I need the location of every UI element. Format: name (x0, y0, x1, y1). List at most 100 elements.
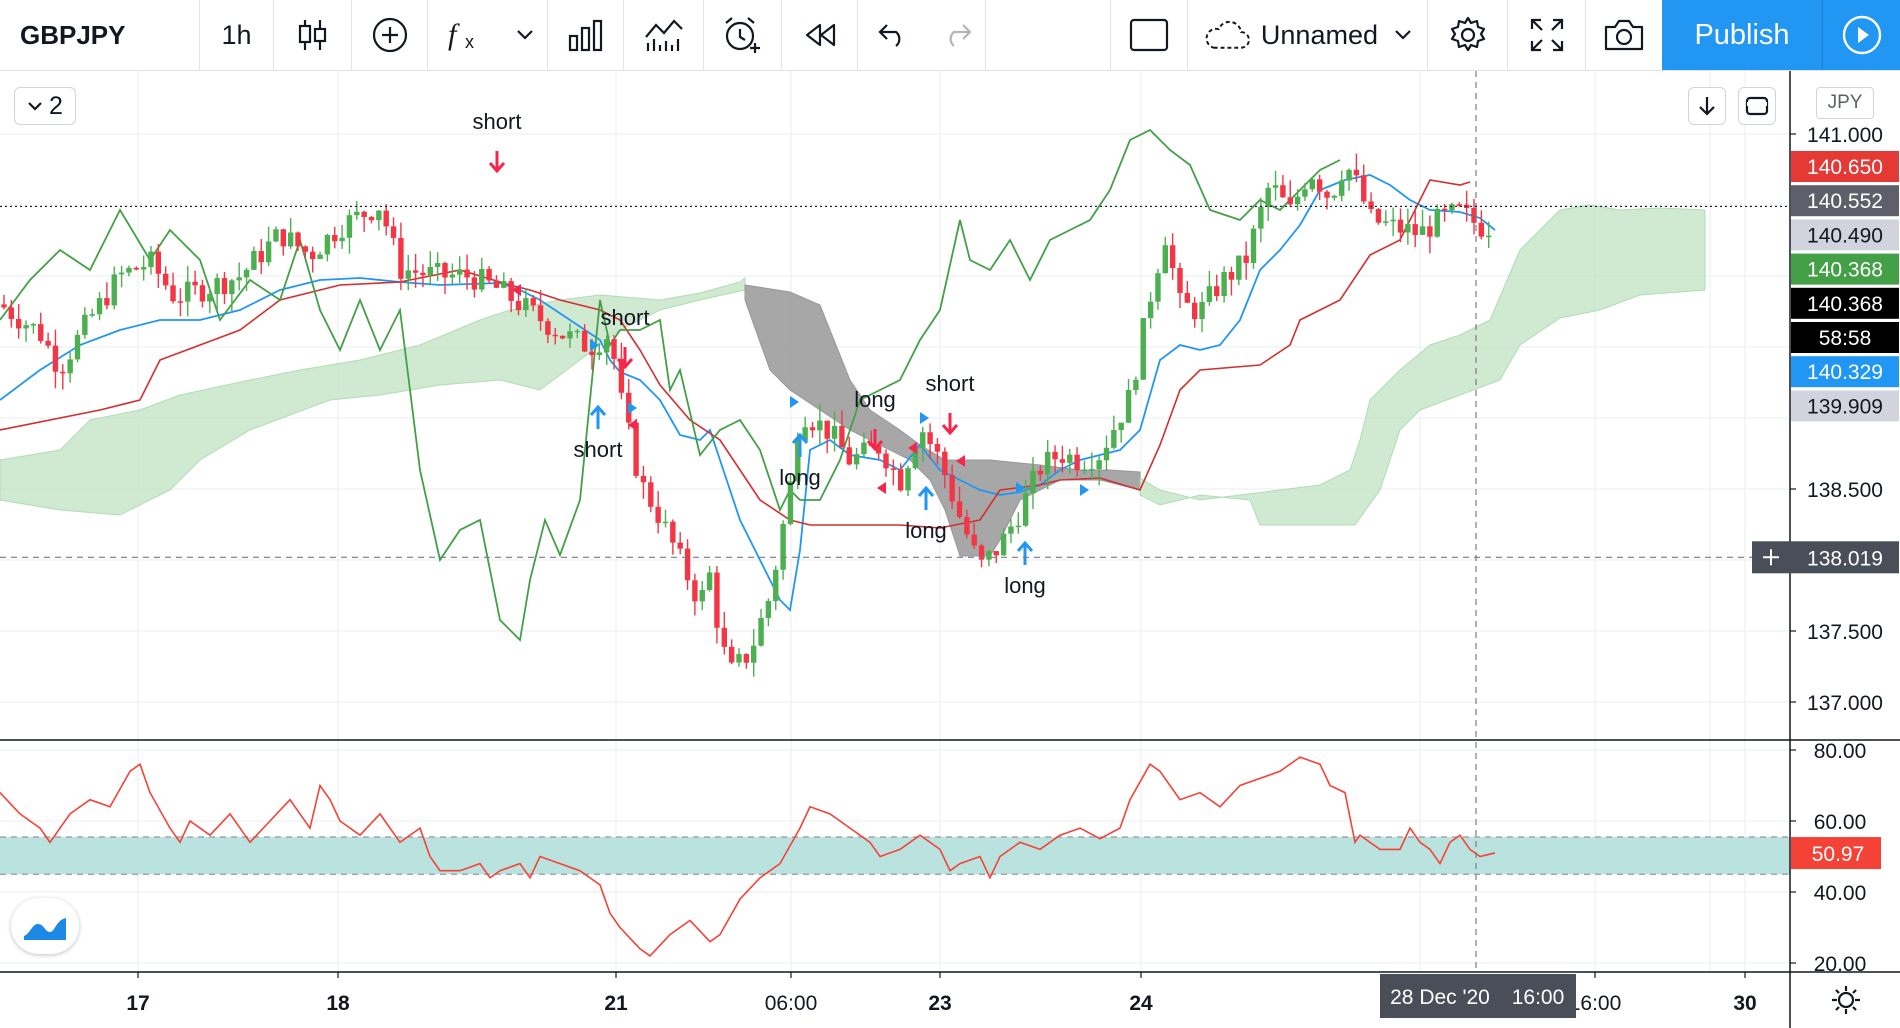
candle-body (383, 210, 389, 227)
candle-body (706, 572, 713, 590)
candle-body (1309, 179, 1315, 190)
crosshair-time-label: 16:00 (1512, 986, 1565, 1009)
candle-body (214, 278, 220, 295)
candle-body (89, 314, 95, 316)
layout-button[interactable] (1110, 0, 1188, 70)
replay-button[interactable] (782, 0, 858, 70)
bars-icon (568, 19, 602, 52)
entry-marker-long (628, 402, 637, 414)
candle-body (1081, 469, 1088, 471)
candle-body (177, 301, 184, 303)
candle-body (199, 285, 206, 302)
crosshair-plus-icon (1763, 549, 1779, 566)
templates-button[interactable] (624, 0, 704, 70)
candle-body (82, 314, 88, 335)
candle-body (1434, 208, 1440, 237)
candle-body (405, 270, 411, 279)
candle-body (1206, 286, 1213, 302)
settings-icon (1450, 16, 1485, 52)
candle-body (596, 352, 603, 356)
candle-body (1346, 169, 1352, 181)
price-candles (1, 153, 1492, 677)
time-tick-label: 06:00 (765, 992, 818, 1015)
indicators-add-button[interactable] (352, 0, 428, 70)
indicators-dropdown[interactable] (502, 0, 548, 70)
signal-long-label: long (1004, 573, 1046, 598)
candle-body (508, 281, 514, 301)
candle-body (1169, 245, 1176, 268)
candle-body (302, 246, 309, 252)
candle-body (332, 235, 338, 242)
tradingview-logo[interactable] (11, 898, 79, 954)
time-tick-label: 21 (604, 992, 628, 1015)
replay-play-button[interactable] (1822, 0, 1900, 70)
signal-long-label: long (779, 465, 821, 490)
candle-body (758, 617, 764, 646)
price-badge (1791, 390, 1899, 422)
rsi-tick-label: 60.00 (1814, 811, 1867, 834)
candle-body (1368, 201, 1374, 210)
chart-style-button[interactable] (274, 0, 352, 70)
signal-long-label: short (574, 437, 623, 462)
candle-body (45, 340, 51, 346)
timezone-settings-button[interactable] (1826, 980, 1866, 1020)
scroll-to-latest-button[interactable] (1688, 87, 1726, 125)
candle-body (1250, 228, 1257, 263)
rsi-value-box (1791, 837, 1881, 870)
fullscreen-button[interactable] (1508, 0, 1586, 70)
price-badge-label: 140.329 (1807, 361, 1883, 384)
signal-long-arrow (1016, 540, 1034, 565)
candle-body (728, 646, 735, 663)
signal-long-label: long (905, 518, 947, 543)
candle-body (155, 251, 162, 274)
compare-button[interactable] (548, 0, 624, 70)
maximize-pane-button[interactable] (1738, 87, 1776, 125)
candle-body (30, 324, 37, 326)
candle-body (317, 254, 323, 260)
chart-canvas[interactable]: short short long short short long long long 141… (0, 71, 1900, 1028)
candle-body (581, 330, 588, 352)
candle-body (111, 274, 117, 306)
candle-body (1405, 224, 1411, 233)
candle-body (140, 267, 147, 270)
candle-body (677, 542, 683, 549)
interval-button[interactable]: 1h (200, 0, 274, 70)
candle-body (721, 627, 727, 647)
svg-text:x: x (465, 32, 474, 52)
legend-collapse-button[interactable]: 2 (14, 87, 76, 125)
candle-body (1236, 255, 1242, 280)
candle-body (464, 269, 470, 278)
ichimoku-cloud (0, 204, 1706, 557)
candle-body (817, 420, 823, 431)
price-badge-label: 140.368 (1807, 293, 1883, 316)
candle-body (236, 277, 242, 281)
candle-body (339, 237, 345, 242)
time-tick-label: 24 (1129, 992, 1153, 1015)
candle-body (346, 215, 353, 238)
candle-body (96, 298, 103, 315)
layout-dropdown[interactable] (1378, 0, 1428, 70)
candle-body (875, 445, 882, 454)
exit-marker-short (512, 284, 521, 296)
alert-button[interactable] (704, 0, 782, 70)
sun-settings-icon (1832, 986, 1860, 1014)
candle-body (1059, 459, 1066, 463)
symbol-search-button[interactable]: GBPJPY (0, 0, 200, 70)
save-layout-button[interactable]: Unnamed (1188, 0, 1378, 70)
publish-button[interactable]: Publish (1662, 0, 1822, 70)
candle-body (751, 645, 757, 663)
currency-label[interactable]: JPY (1816, 87, 1874, 119)
candle-body (1147, 301, 1154, 319)
undo-button[interactable] (858, 0, 928, 70)
price-badge-label: 140.650 (1807, 156, 1883, 179)
snapshot-button[interactable] (1586, 0, 1662, 70)
candle-body (1045, 451, 1051, 475)
redo-button[interactable] (928, 0, 986, 70)
candle-body (229, 280, 235, 295)
candle-body (265, 241, 272, 263)
chart-grid (0, 71, 1790, 972)
candle-body (670, 521, 676, 543)
time-tick-label: 17 (126, 992, 149, 1015)
chart-settings-button[interactable] (1428, 0, 1508, 70)
